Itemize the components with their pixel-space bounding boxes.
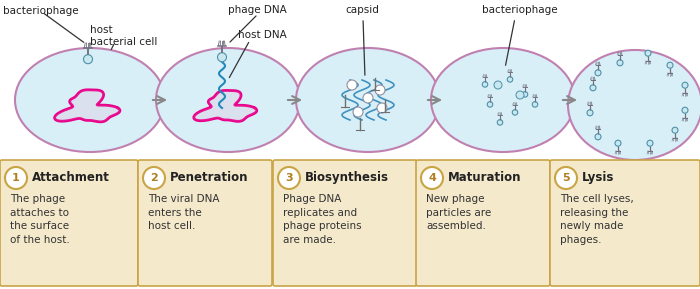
Text: The cell lyses,
releasing the
newly made
phages.: The cell lyses, releasing the newly made…: [560, 194, 634, 245]
FancyBboxPatch shape: [416, 160, 550, 286]
Circle shape: [532, 102, 538, 107]
Circle shape: [647, 140, 653, 146]
Circle shape: [375, 85, 385, 95]
Text: Lysis: Lysis: [582, 171, 615, 184]
Text: 4: 4: [428, 173, 436, 183]
Text: Phage DNA
replicates and
phage proteins
are made.: Phage DNA replicates and phage proteins …: [283, 194, 362, 245]
Circle shape: [587, 110, 593, 116]
Circle shape: [617, 60, 623, 66]
Text: bacteriophage: bacteriophage: [482, 5, 558, 15]
Circle shape: [682, 107, 688, 113]
Circle shape: [494, 81, 502, 89]
Circle shape: [645, 50, 651, 56]
Text: host DNA: host DNA: [238, 30, 287, 40]
Circle shape: [143, 167, 165, 189]
Ellipse shape: [296, 48, 440, 152]
Text: New phage
particles are
assembled.: New phage particles are assembled.: [426, 194, 491, 231]
Text: 3: 3: [285, 173, 293, 183]
Text: phage DNA: phage DNA: [228, 5, 287, 15]
Text: host
bacterial cell: host bacterial cell: [90, 25, 158, 47]
FancyBboxPatch shape: [0, 160, 138, 286]
Text: The viral DNA
enters the
host cell.: The viral DNA enters the host cell.: [148, 194, 220, 231]
Text: The phage
attaches to
the surface
of the host.: The phage attaches to the surface of the…: [10, 194, 70, 245]
Circle shape: [522, 92, 528, 97]
Circle shape: [590, 85, 596, 91]
Ellipse shape: [156, 48, 300, 152]
Circle shape: [482, 82, 488, 87]
Circle shape: [377, 103, 387, 113]
Polygon shape: [194, 90, 257, 121]
Circle shape: [595, 134, 601, 140]
FancyBboxPatch shape: [138, 160, 272, 286]
Circle shape: [555, 167, 577, 189]
Circle shape: [347, 80, 357, 90]
Circle shape: [667, 62, 673, 68]
Circle shape: [278, 167, 300, 189]
FancyBboxPatch shape: [550, 160, 700, 286]
Text: Attachment: Attachment: [32, 171, 110, 184]
Circle shape: [595, 70, 601, 76]
Circle shape: [5, 167, 27, 189]
Circle shape: [615, 140, 621, 146]
Ellipse shape: [15, 48, 165, 152]
Text: Maturation: Maturation: [448, 171, 522, 184]
Text: 2: 2: [150, 173, 158, 183]
Circle shape: [353, 107, 363, 117]
Circle shape: [497, 120, 503, 125]
Ellipse shape: [431, 48, 575, 152]
Circle shape: [682, 82, 688, 88]
Circle shape: [672, 127, 678, 133]
Circle shape: [487, 102, 493, 107]
FancyBboxPatch shape: [273, 160, 417, 286]
Polygon shape: [55, 90, 120, 122]
Text: Penetration: Penetration: [170, 171, 248, 184]
Text: 5: 5: [562, 173, 570, 183]
Circle shape: [218, 53, 227, 62]
Text: Biosynthesis: Biosynthesis: [305, 171, 389, 184]
Text: 1: 1: [12, 173, 20, 183]
Text: capsid: capsid: [345, 5, 379, 15]
Circle shape: [83, 55, 92, 64]
Circle shape: [508, 77, 512, 82]
Text: bacteriophage: bacteriophage: [3, 6, 78, 16]
Circle shape: [421, 167, 443, 189]
Circle shape: [516, 91, 524, 99]
Circle shape: [512, 110, 518, 115]
Ellipse shape: [568, 50, 700, 160]
Circle shape: [363, 93, 373, 103]
